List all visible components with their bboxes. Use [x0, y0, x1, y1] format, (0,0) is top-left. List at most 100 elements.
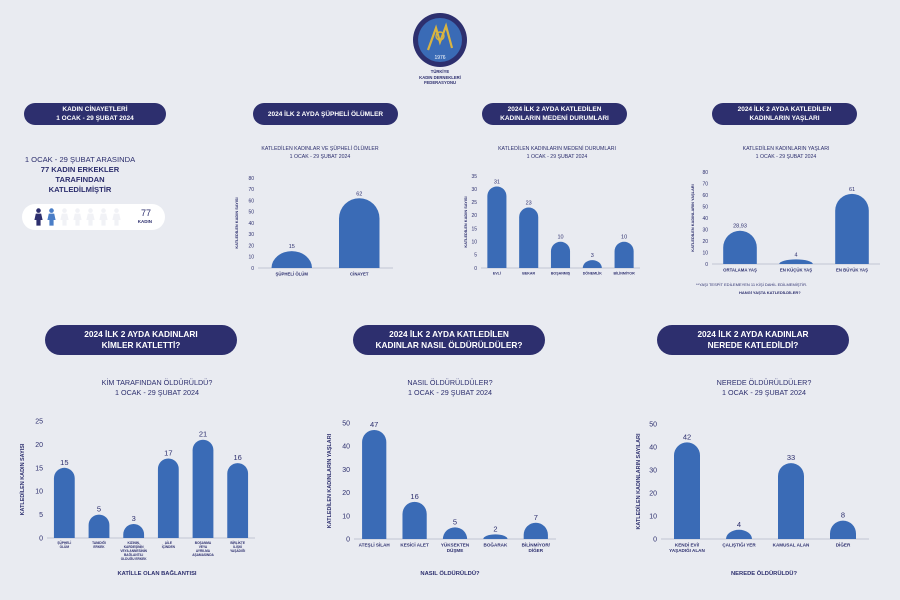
header-line: KİMLER KATLETTİ?: [101, 340, 181, 350]
x-tick-label: ÇALIŞTIĞI YER: [722, 541, 756, 548]
y-tick-label: 50: [248, 210, 254, 216]
x-tick-label: DİĞER: [836, 541, 851, 548]
y-axis-label: KATLEDİLEN KADIN SAYISI: [19, 443, 26, 515]
y-tick-label: 5: [39, 512, 43, 519]
data-label: 5: [97, 505, 101, 514]
y-tick-label: 20: [248, 243, 254, 249]
woman-figure-icon: [34, 208, 43, 226]
chart-subtitle: 1 OCAK - 29 ŞUBAT 2024: [756, 154, 817, 160]
y-tick-label: 5: [474, 253, 477, 259]
data-label: 28,93: [733, 224, 747, 230]
chart-bar: [192, 439, 214, 538]
x-tick-label: VEYA ANNESİNİN: [120, 549, 147, 553]
chart-bar: [726, 529, 752, 539]
y-tick-label: 30: [471, 187, 477, 193]
x-axis-label: KATİLLE OLAN BAĞLANTISI: [117, 569, 196, 577]
data-label: 3: [591, 253, 594, 259]
x-tick-label: YAŞADIĞI: [230, 548, 245, 553]
x-tick-label: BEKAR: [522, 272, 535, 276]
woman-figure-icon: [99, 208, 108, 226]
y-tick-label: 80: [248, 176, 254, 182]
chart-title: NEREDE ÖLDÜRÜLDÜLER?: [717, 378, 812, 387]
data-label: 7: [534, 513, 538, 522]
y-tick-label: 40: [702, 216, 708, 222]
chart-bar: [519, 207, 539, 268]
chart-bar: [614, 241, 634, 268]
x-tick-label: CİNAYET: [350, 271, 369, 276]
chart-title: NASIL ÖLDÜRÜLDÜLER?: [407, 378, 492, 387]
y-tick-label: 60: [702, 193, 708, 199]
chart-bar: [402, 501, 427, 539]
data-label: 3: [132, 514, 136, 523]
y-tick-label: 35: [471, 174, 477, 180]
chart-subtitle: 1 OCAK - 29 ŞUBAT 2024: [527, 154, 588, 160]
x-tick-label: YAŞADIĞI ALAN: [669, 546, 705, 553]
data-label: 47: [370, 420, 378, 429]
data-label: 42: [683, 432, 691, 441]
chart-bar: [723, 230, 757, 264]
y-tick-label: 40: [248, 221, 254, 227]
data-label: 31: [494, 180, 500, 186]
y-tick-label: 0: [474, 266, 477, 272]
x-tick-label: OLDUĞU ERKEK: [121, 556, 148, 561]
data-label: 8: [841, 511, 845, 520]
chart-subtitle: 1 OCAK - 29 ŞUBAT 2024: [722, 388, 806, 397]
chart-bar: [227, 463, 249, 538]
y-tick-label: 15: [35, 465, 43, 472]
header-line: KADINLAR NASIL ÖLDÜRÜLDÜLER?: [375, 340, 523, 350]
chart-subtitle: 1 OCAK - 29 ŞUBAT 2024: [115, 388, 199, 397]
chart-bar: [779, 259, 813, 264]
header-suspicious: 2024 İLK 2 AYDA ŞÜPHELİ ÖLÜMLER: [253, 103, 398, 125]
x-tick-label: ATEŞLİ SİLAH: [359, 542, 391, 548]
y-tick-label: 40: [649, 444, 657, 451]
data-label: 61: [849, 187, 855, 193]
logo-year: 1976: [434, 55, 445, 61]
chart-bar: [487, 186, 507, 268]
chart-bar: [339, 198, 380, 268]
chart-subtitle: 1 OCAK - 29 ŞUBAT 2024: [408, 388, 492, 397]
x-tick-label: ŞÜPHELİ: [57, 540, 71, 545]
y-tick-label: 30: [248, 232, 254, 238]
data-label: 33: [787, 453, 795, 462]
y-tick-label: 10: [702, 250, 708, 256]
chart-bar: [674, 442, 701, 539]
x-tick-label: KARDEŞİNİN: [124, 545, 145, 549]
x-tick-label: ŞÜPHELİ ÖLÜM: [276, 271, 309, 276]
x-tick-label: YÜKSEKTEN: [441, 542, 470, 548]
header-how: 2024 İLK 2 AYDA KATLEDİLEN KADINLAR NASI…: [353, 325, 545, 355]
header-line: 2024 İLK 2 AYDA KADINLAR: [697, 329, 809, 339]
summary-line: KATLEDİLMİŞTİR: [48, 185, 112, 194]
y-tick-label: 80: [702, 170, 708, 176]
header-line: 2024 İLK 2 AYDA KADINLARI: [84, 329, 198, 339]
x-tick-label: BİLİNMİYOR: [614, 272, 636, 276]
y-axis-label: KATLEDİLEN KADIN SAYISI: [234, 197, 239, 248]
woman-figure-icon: [47, 208, 56, 226]
x-tick-label: DİĞER: [529, 546, 544, 553]
chart-title: KATLEDİLEN KADINLAR VE ŞÜPHELİ ÖLÜMLER: [261, 145, 378, 152]
chart-bar: [88, 514, 110, 538]
federation-name-line: KADIN DERNEKLERİ: [419, 74, 461, 80]
x-tick-label: DÜŞME: [447, 547, 464, 553]
x-tick-label: EN KÜÇÜK YAŞ: [780, 267, 812, 272]
x-tick-label: AİLE: [165, 541, 172, 545]
x-tick-label: DÖNEMLİK: [583, 271, 603, 276]
y-tick-label: 20: [702, 239, 708, 245]
federation-name-line: TÜRKİYE: [430, 69, 450, 74]
x-tick-label: KENDİ EVİ/: [675, 542, 700, 548]
data-label: 21: [199, 430, 207, 439]
y-tick-label: 30: [649, 467, 657, 474]
y-tick-label: 30: [342, 467, 350, 474]
x-axis-label: NEREDE ÖLDÜRÜLDÜ?: [731, 570, 797, 577]
x-tick-label: BAĞLANTILI: [124, 552, 143, 557]
y-tick-label: 10: [35, 489, 43, 496]
header-line: 2024 İLK 2 AYDA KATLEDİLEN: [737, 106, 832, 113]
federation-name: TÜRKİYE KADIN DERNEKLERİ FEDERASYONU: [405, 69, 475, 86]
murder-summary: 1 OCAK - 29 ŞUBAT ARASINDA 77 KADIN ERKE…: [20, 155, 140, 195]
data-label: 17: [164, 448, 172, 457]
data-label: 2: [493, 524, 497, 533]
y-tick-label: 10: [471, 239, 477, 245]
y-tick-label: 70: [702, 181, 708, 187]
chart-bar: [123, 523, 145, 538]
chart-bar: [442, 527, 468, 539]
